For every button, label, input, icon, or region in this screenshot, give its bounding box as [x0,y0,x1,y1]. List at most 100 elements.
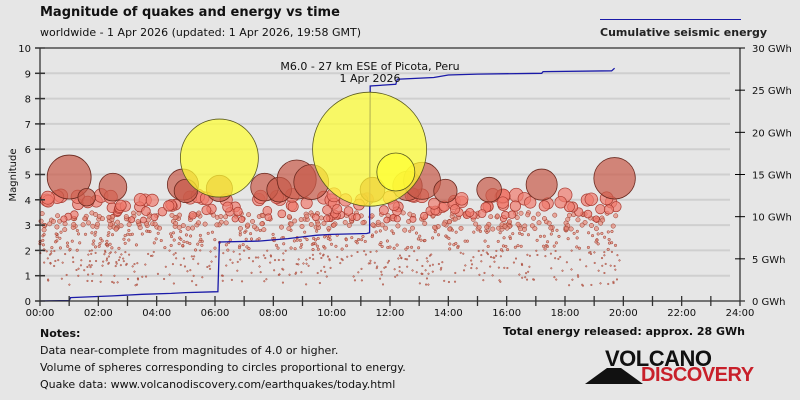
y2-tick-label: 30 GWh [752,44,792,55]
small-quake-point [331,222,337,228]
small-quake-point [133,263,136,266]
small-quake-point [593,251,596,254]
small-quake-point [402,227,408,233]
small-quake-point [47,278,50,281]
quakes-layer [46,91,636,207]
small-quake-point [447,280,450,284]
y-tick-label: 1 [25,272,31,283]
small-quake-point [323,265,326,268]
small-quake-point [462,252,465,255]
small-quake-point [363,239,367,244]
small-quake-point [68,283,71,286]
small-quake-point [176,224,182,230]
small-quake-point [418,282,421,285]
medium-quake-point [343,206,354,216]
small-quake-point [281,267,284,270]
highlighted-quake-bubble [312,91,427,207]
small-quake-point [110,246,114,250]
medium-quake-point [538,200,550,212]
small-quake-point [441,221,447,227]
small-quake-point [131,265,134,268]
medium-quake-point [465,208,475,218]
small-quake-point [83,269,86,272]
medium-quake-point [554,196,567,209]
small-quake-point [224,243,228,247]
small-quake-point [328,238,332,242]
small-quake-point [261,227,267,233]
small-quake-point [506,219,512,225]
x-tick-label: 24:00 [726,308,755,319]
small-quake-point [542,234,546,238]
small-quake-point [244,237,248,241]
small-quake-point [127,228,131,232]
small-quake-point [493,260,496,263]
small-quake-point [360,279,363,282]
small-quake-point [431,263,434,266]
small-quake-point [175,257,178,260]
small-quake-point [186,270,189,273]
small-quake-point [105,242,109,247]
small-quake-point [528,265,531,268]
small-quake-point [237,225,243,231]
small-quake-point [115,260,118,264]
small-quake-point [281,281,284,284]
medium-quake-point [496,196,509,209]
small-quake-point [183,265,187,268]
small-quake-point [229,258,232,261]
small-quake-point [498,231,502,235]
small-quake-point [225,264,228,267]
small-quakes-layer [38,187,622,287]
small-quake-point [59,230,63,234]
small-quake-point [401,271,404,274]
x-tick-label: 16:00 [492,308,521,319]
small-quake-point [298,217,304,223]
small-quake-point [482,249,485,252]
small-quake-point [88,260,92,263]
small-quake-point [577,246,581,250]
medium-quake-point [592,215,600,223]
small-quake-point [582,220,588,225]
small-quake-point [612,282,615,285]
small-quake-point [127,238,131,242]
volcanodiscovery-logo[interactable]: VOLCANO DISCOVERY [585,346,760,390]
small-quake-point [48,253,51,256]
small-quake-point [516,244,520,248]
small-quake-point [315,244,320,248]
small-quake-point [179,263,182,266]
small-quake-point [360,267,363,270]
small-quake-point [99,237,103,241]
small-quake-point [379,222,385,228]
small-quake-point [329,266,332,269]
small-quake-point [105,239,109,243]
small-quake-point [440,266,443,269]
small-quake-point [410,245,414,249]
small-quake-point [416,237,420,241]
small-quake-point [58,246,62,250]
small-quake-point [72,260,75,264]
small-quake-point [50,250,53,253]
small-quake-point [116,281,119,284]
small-quake-point [312,258,315,261]
small-quake-point [190,225,196,231]
small-quake-point [454,230,458,234]
small-quake-point [557,234,561,238]
small-quake-point [470,259,473,262]
small-quake-point [293,247,297,251]
small-quake-point [502,223,508,229]
small-quake-point [114,265,117,268]
small-quake-point [526,253,529,256]
small-quake-point [276,246,280,250]
small-quake-point [169,232,173,236]
small-quake-point [396,274,399,277]
small-quake-point [427,283,430,286]
small-quake-point [379,277,382,280]
small-quake-point [65,273,68,277]
small-quake-point [549,232,553,236]
small-quake-point [54,232,58,236]
small-quake-point [521,276,524,279]
small-quake-point [133,270,136,273]
x-tick-label: 22:00 [667,308,696,319]
small-quake-point [273,269,276,272]
small-quake-point [70,239,74,243]
